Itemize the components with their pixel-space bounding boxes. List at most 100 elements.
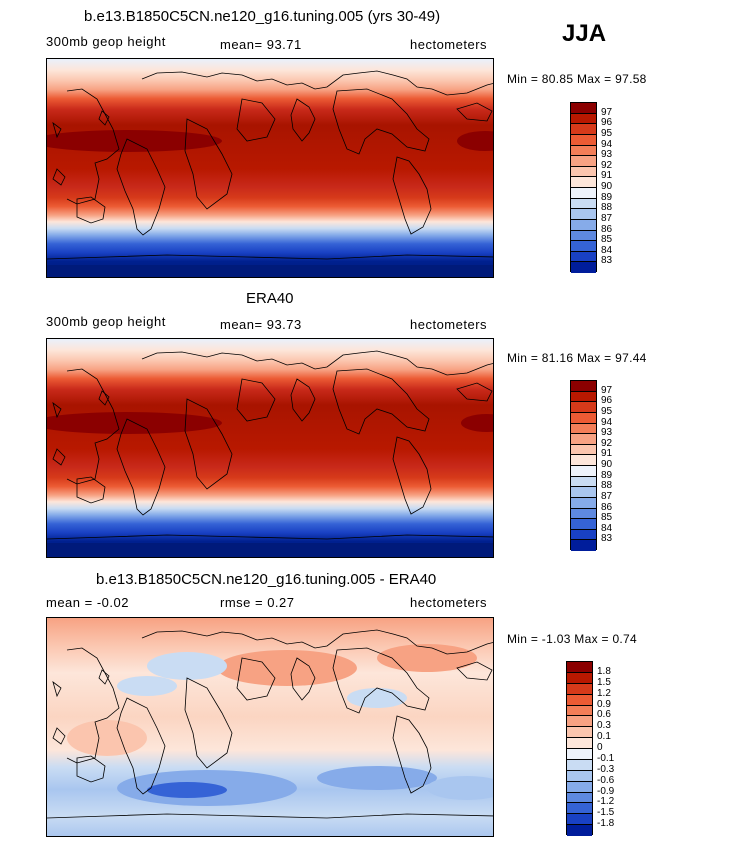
colorbar-swatch — [571, 402, 596, 413]
colorbar-swatch — [571, 262, 596, 273]
panel2-map — [46, 338, 494, 558]
colorbar-swatch — [567, 662, 592, 673]
colorbar-tick-label: -1.2 — [597, 796, 615, 808]
panel2-units-label: hectometers — [410, 317, 488, 332]
colorbar-tick-label: 0.6 — [597, 709, 611, 721]
colorbar-swatch — [571, 540, 596, 551]
colorbar-tick-label: 86 — [601, 501, 613, 513]
panel3-rmse-label: rmse = 0.27 — [220, 595, 295, 610]
colorbar-tick-label: 86 — [601, 223, 613, 235]
colorbar-tick-label: 83 — [601, 255, 613, 267]
colorbar-tick-label: 97 — [601, 106, 613, 118]
colorbar-swatch — [571, 219, 596, 231]
colorbar-tick-label: 84 — [601, 522, 613, 534]
colorbar-swatch — [567, 705, 592, 717]
panel2-minmax: Min = 81.16 Max = 97.44 — [507, 351, 647, 365]
colorbar-swatch — [567, 672, 592, 684]
colorbar-swatch — [571, 230, 596, 242]
colorbar-swatch — [571, 251, 596, 263]
season-label: JJA — [562, 20, 607, 47]
colorbar-swatch — [571, 103, 596, 114]
colorbar-swatch — [567, 770, 592, 782]
panel1-mean-label: mean= 93.71 — [220, 37, 302, 52]
colorbar-tick-label: 88 — [601, 202, 613, 214]
colorbar-swatch — [567, 749, 592, 760]
colorbar-tick-label: 88 — [601, 480, 613, 492]
colorbar-tick-label: 0 — [597, 742, 603, 753]
colorbar-swatch — [571, 519, 596, 530]
colorbar-swatch — [567, 792, 592, 804]
panel2-variable-label: 300mb geop height — [46, 314, 166, 329]
colorbar-tick-label: 94 — [601, 138, 613, 150]
colorbar-swatch — [571, 156, 596, 167]
colorbar-swatch — [571, 198, 596, 210]
colorbar-swatch — [567, 683, 592, 695]
colorbar-tick-label: 96 — [601, 395, 613, 407]
colorbar-tick-label: 89 — [601, 191, 613, 203]
colorbar-tick-label: -1.5 — [597, 807, 615, 819]
colorbar-tick-label: 1.8 — [597, 665, 611, 677]
colorbar-swatch — [567, 814, 592, 826]
colorbar-tick-label: 85 — [601, 512, 613, 524]
colorbar-swatch — [571, 487, 596, 498]
panel1-units-label: hectometers — [410, 37, 488, 52]
panel1-title: b.e13.B1850C5CN.ne120_g16.tuning.005 (yr… — [84, 8, 441, 25]
colorbar-swatch — [571, 124, 596, 135]
colorbar-tick-label: -0.1 — [597, 752, 615, 764]
panel2-mean-label: mean= 93.73 — [220, 317, 302, 332]
colorbar-swatch — [567, 738, 592, 749]
colorbar-tick-label: 89 — [601, 469, 613, 481]
colorbar-tick-label: 87 — [601, 212, 613, 224]
colorbar-tick-label: 92 — [601, 437, 613, 449]
colorbar-tick-label: 85 — [601, 234, 613, 246]
colorbar-tick-label: 1.2 — [597, 687, 611, 699]
colorbar-tick-label: 93 — [601, 427, 613, 439]
colorbar-swatch — [567, 759, 592, 771]
panel1-colorbar-scale — [570, 102, 597, 273]
colorbar-tick-label: 90 — [601, 181, 613, 192]
colorbar-tick-label: 1.5 — [597, 676, 611, 688]
colorbar-swatch — [571, 423, 596, 435]
panel2-colorbar-scale — [570, 380, 597, 551]
colorbar-swatch — [567, 803, 592, 815]
colorbar-tick-label: 94 — [601, 416, 613, 428]
colorbar-tick-label: 93 — [601, 149, 613, 161]
panel1-map — [46, 58, 494, 278]
panel1-variable-label: 300mb geop height — [46, 34, 166, 49]
colorbar-swatch — [567, 727, 592, 739]
colorbar-tick-label: 87 — [601, 490, 613, 502]
colorbar-tick-label: 91 — [601, 170, 613, 182]
colorbar-tick-label: -0.3 — [597, 763, 615, 775]
colorbar-swatch — [571, 381, 596, 392]
colorbar-swatch — [571, 529, 596, 541]
colorbar-swatch — [571, 177, 596, 188]
colorbar-swatch — [567, 781, 592, 793]
panel3-colorbar-scale — [566, 661, 593, 836]
panel3-map-plot — [47, 618, 493, 836]
panel3-map — [46, 617, 494, 837]
colorbar-tick-label: 95 — [601, 405, 613, 417]
colorbar-tick-label: -0.9 — [597, 785, 615, 797]
colorbar-swatch — [571, 134, 596, 146]
colorbar-swatch — [571, 412, 596, 424]
colorbar-swatch — [571, 476, 596, 488]
colorbar-swatch — [571, 434, 596, 445]
colorbar-swatch — [571, 209, 596, 220]
colorbar-tick-label: 0.1 — [597, 731, 611, 743]
colorbar-swatch — [571, 466, 596, 477]
colorbar-swatch — [571, 497, 596, 509]
colorbar-swatch — [571, 113, 596, 125]
colorbar-tick-label: 0.9 — [597, 698, 611, 710]
colorbar-tick-label: 92 — [601, 159, 613, 171]
colorbar-tick-label: -1.8 — [597, 818, 615, 830]
colorbar-tick-label: 90 — [601, 459, 613, 470]
panel2-map-plot — [47, 339, 493, 557]
colorbar-tick-label: 84 — [601, 244, 613, 256]
panel2-title: ERA40 — [246, 290, 294, 307]
panel1-minmax: Min = 80.85 Max = 97.58 — [507, 72, 647, 86]
colorbar-swatch — [571, 444, 596, 456]
colorbar-tick-label: 91 — [601, 448, 613, 460]
panel1-map-plot — [47, 59, 493, 277]
colorbar-swatch — [571, 391, 596, 403]
colorbar-swatch — [571, 145, 596, 157]
